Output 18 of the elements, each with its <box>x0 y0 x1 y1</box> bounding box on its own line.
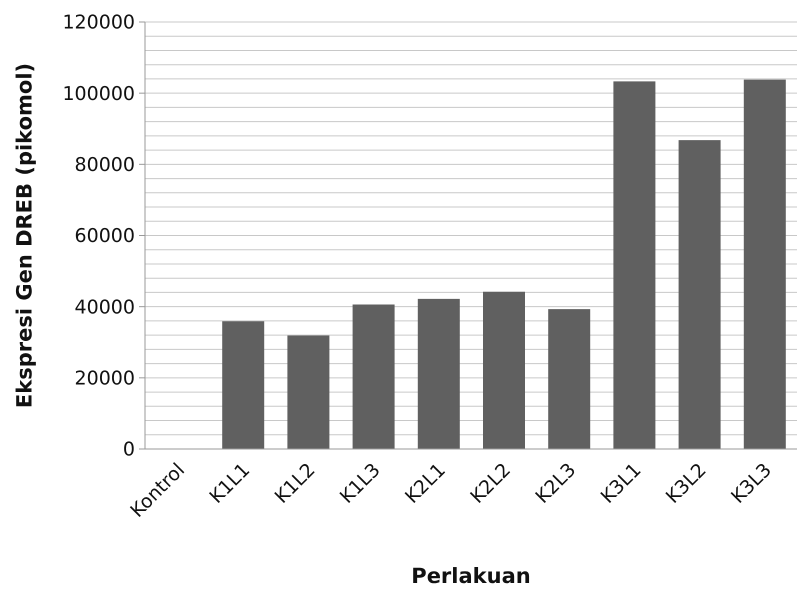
y-axis-title: Ekspresi Gen DREB (pikomol) <box>12 62 36 408</box>
y-tick-label: 100000 <box>62 82 135 105</box>
y-tick-label: 20000 <box>74 367 135 390</box>
bar <box>548 309 590 449</box>
bar <box>287 335 330 449</box>
bar <box>483 292 525 449</box>
bar <box>352 304 395 449</box>
y-tick-label: 120000 <box>62 12 135 34</box>
y-tick-label: 60000 <box>74 225 135 248</box>
x-axis-title: Perlakuan <box>411 564 531 588</box>
bar <box>678 140 721 449</box>
bar <box>222 321 264 449</box>
y-tick-label: 40000 <box>74 296 135 318</box>
y-tick-label: 0 <box>122 438 135 461</box>
bar <box>613 81 656 449</box>
bar <box>418 298 460 449</box>
y-tick-label: 80000 <box>74 154 135 176</box>
bar <box>744 80 786 449</box>
